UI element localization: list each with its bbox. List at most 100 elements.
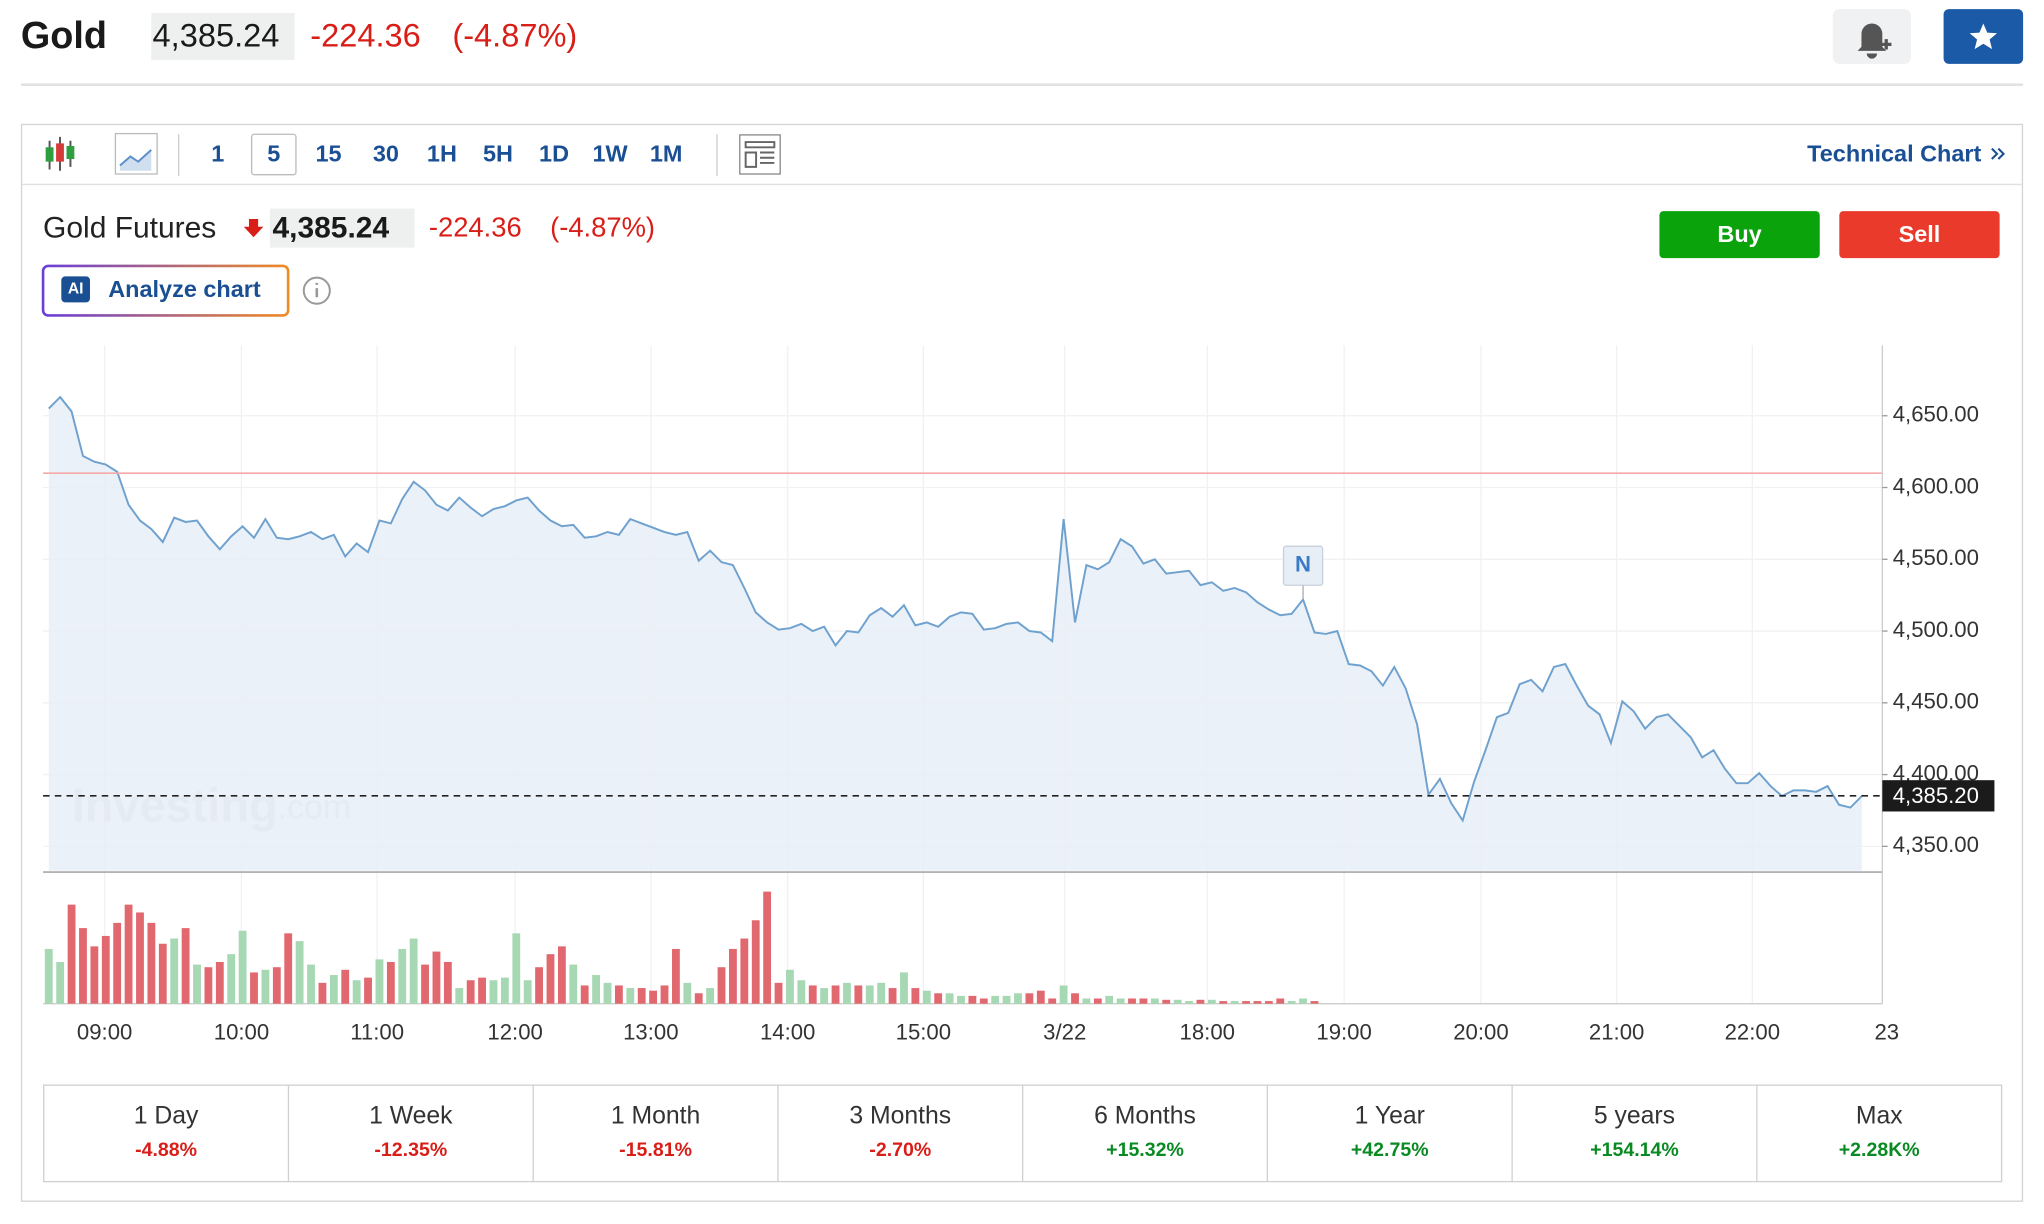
y-tick-label: 4,600.00 bbox=[1893, 473, 1979, 498]
volume-bar bbox=[569, 964, 578, 1004]
volume-bar bbox=[67, 904, 76, 1004]
period-cell[interactable] bbox=[1513, 1087, 1755, 1180]
watchlist-button[interactable] bbox=[1943, 9, 2024, 64]
volume-bar bbox=[774, 982, 783, 1004]
volume-bar bbox=[1139, 998, 1148, 1004]
volume-bar bbox=[877, 982, 886, 1004]
volume-bar bbox=[375, 959, 384, 1004]
volume-bar bbox=[649, 990, 658, 1004]
info-icon[interactable] bbox=[302, 276, 331, 305]
period-cell[interactable] bbox=[779, 1087, 1021, 1180]
x-tick-label: 21:00 bbox=[1589, 1020, 1644, 1045]
x-tick-label: 09:00 bbox=[77, 1020, 132, 1045]
period-cell[interactable] bbox=[290, 1087, 532, 1180]
volume-bar bbox=[227, 954, 236, 1004]
price-line bbox=[48, 395, 1863, 823]
technical-chart-link[interactable]: Technical Chart bbox=[1807, 140, 1981, 166]
period-cell[interactable] bbox=[45, 1087, 287, 1180]
volume-bar bbox=[763, 891, 772, 1004]
area-chart-icon[interactable] bbox=[114, 132, 158, 175]
volume-bar bbox=[968, 995, 977, 1004]
price-bg bbox=[151, 13, 295, 60]
interval-button[interactable]: 15 bbox=[315, 140, 341, 166]
period-label: 1 Month bbox=[611, 1103, 700, 1130]
volume-bar bbox=[580, 985, 589, 1004]
period-cell[interactable] bbox=[1024, 1087, 1266, 1180]
volume-bar bbox=[1162, 999, 1171, 1004]
alert-button[interactable] bbox=[1832, 9, 1911, 64]
volume-bar bbox=[386, 961, 395, 1004]
volume-bar bbox=[523, 980, 532, 1004]
period-label: 1 Day bbox=[134, 1103, 199, 1130]
chart: Investing.comN4,350.004,400.004,450.004,… bbox=[43, 345, 1995, 1045]
volume-bar bbox=[854, 985, 863, 1004]
intervals: 1 5 15 30 1H 5H 1D 1W 1M bbox=[211, 133, 683, 176]
volume-bar bbox=[466, 980, 475, 1004]
volume-bar bbox=[1253, 1001, 1262, 1004]
down-arrow bbox=[243, 218, 264, 238]
volume-bar bbox=[637, 988, 646, 1004]
volume-bar bbox=[786, 969, 794, 1004]
change: -224.36 bbox=[310, 17, 421, 53]
x-tick-label: 23 bbox=[1874, 1020, 1899, 1045]
volume-bar bbox=[181, 928, 190, 1004]
period-label: 5 years bbox=[1594, 1103, 1675, 1130]
volume-bar bbox=[1196, 999, 1205, 1004]
period-label: 1 Year bbox=[1355, 1103, 1425, 1130]
buy-label: Buy bbox=[1717, 221, 1761, 247]
volume-bar bbox=[204, 967, 213, 1004]
sell-button[interactable]: Sell bbox=[1839, 211, 2000, 259]
volume-bar bbox=[364, 977, 372, 1004]
buy-button[interactable]: Buy bbox=[1659, 211, 1820, 259]
interval-button[interactable]: 1H bbox=[427, 140, 457, 166]
volume-bar bbox=[535, 967, 543, 1004]
x-tick-label: 22:00 bbox=[1725, 1020, 1780, 1045]
period-cell[interactable] bbox=[1758, 1087, 2000, 1180]
volume-bar bbox=[158, 943, 167, 1004]
volume-bar bbox=[1128, 998, 1136, 1004]
change-pct: (-4.87%) bbox=[452, 17, 577, 53]
interval-button[interactable]: 30 bbox=[373, 140, 399, 166]
interval-button[interactable]: 1M bbox=[650, 140, 683, 166]
period-change: -2.70% bbox=[869, 1139, 931, 1161]
period-label: 1 Week bbox=[369, 1103, 453, 1130]
volume-bar bbox=[1185, 1001, 1193, 1004]
volume-bar bbox=[934, 993, 943, 1004]
volume-bar bbox=[478, 977, 486, 1004]
volume-bar bbox=[489, 980, 498, 1004]
y-tick-label: 4,650.00 bbox=[1893, 402, 1979, 427]
volume-bar bbox=[352, 980, 361, 1004]
volume-bar bbox=[421, 964, 429, 1004]
volume-bar bbox=[295, 941, 304, 1004]
period-change: +2.28K% bbox=[1839, 1139, 1920, 1161]
volume-bar bbox=[193, 964, 201, 1004]
interval-button[interactable]: 1D bbox=[539, 140, 569, 166]
interval-button[interactable]: 5 bbox=[267, 140, 280, 166]
volume-bar bbox=[922, 990, 931, 1004]
volume-bar bbox=[626, 988, 635, 1004]
period-cell[interactable] bbox=[534, 1087, 776, 1180]
volume-bar bbox=[1219, 1001, 1228, 1004]
x-tick-label: 10:00 bbox=[214, 1020, 269, 1045]
price: 4,385.24 bbox=[153, 17, 280, 53]
interval-button[interactable]: 1 bbox=[211, 140, 224, 166]
x-tick-label: 18:00 bbox=[1180, 1020, 1235, 1045]
volume-bar bbox=[1242, 1001, 1250, 1004]
interval-button[interactable]: 1W bbox=[592, 140, 628, 166]
volume-bar bbox=[409, 938, 418, 1004]
volume-bar bbox=[500, 977, 509, 1004]
volume-bar bbox=[820, 988, 829, 1004]
volume-bar bbox=[672, 948, 680, 1004]
volume-bar bbox=[797, 980, 806, 1004]
layout-icon[interactable] bbox=[739, 134, 781, 175]
x-tick-label: 3/22 bbox=[1043, 1020, 1086, 1045]
quote-price: 4,385.24 bbox=[272, 211, 389, 244]
period-cell[interactable] bbox=[1269, 1087, 1511, 1180]
candlestick-icon[interactable] bbox=[45, 136, 75, 171]
analyze-chart-button[interactable]: AI Analyze chart bbox=[41, 264, 290, 317]
x-tick-label: 12:00 bbox=[487, 1020, 542, 1045]
annotation-box[interactable] bbox=[1282, 545, 1324, 586]
interval-button[interactable]: 5H bbox=[483, 140, 513, 166]
